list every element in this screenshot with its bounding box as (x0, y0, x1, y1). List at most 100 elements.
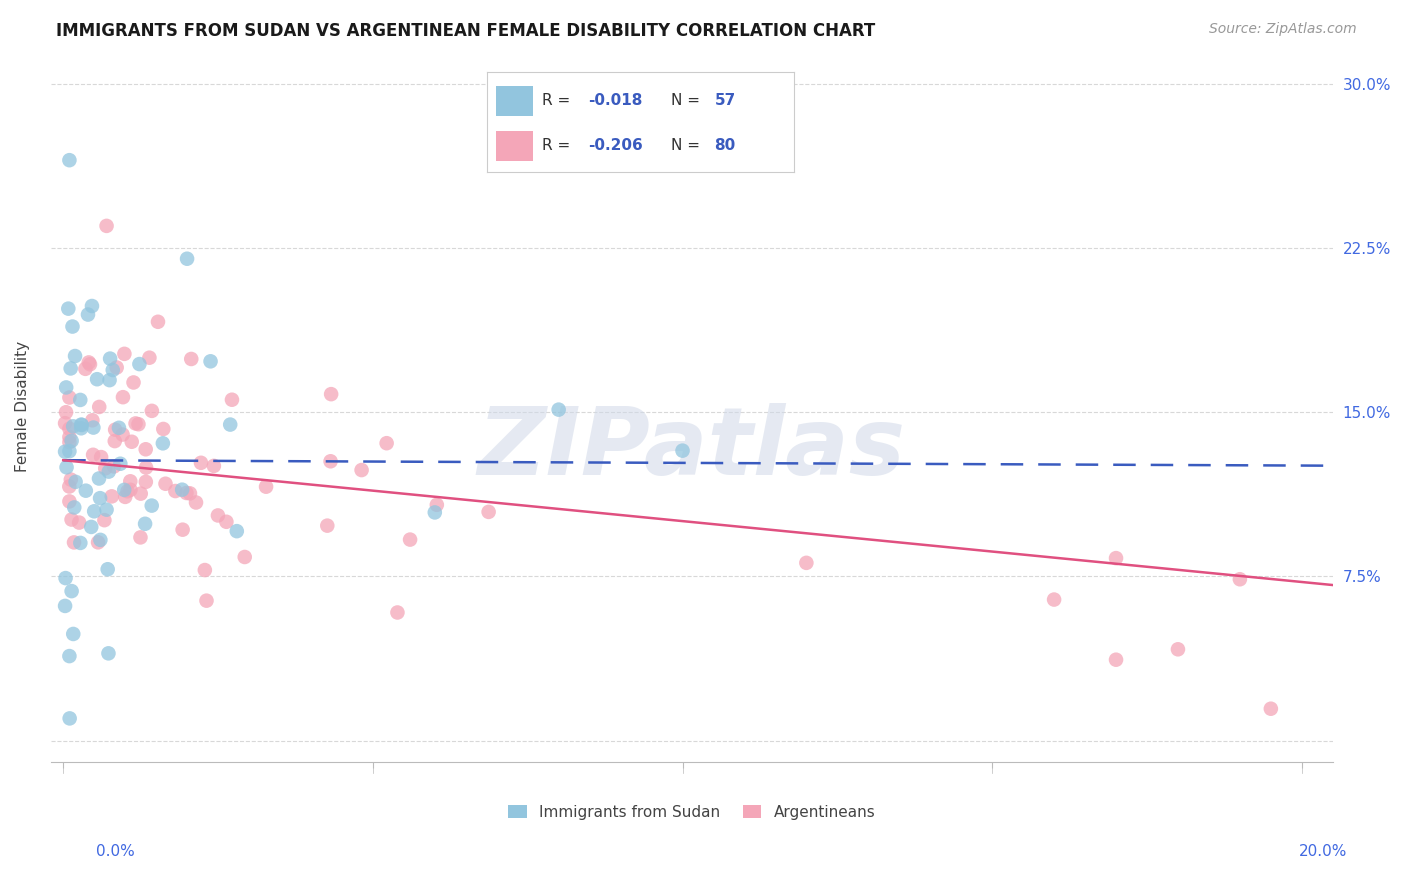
Point (69, 392, 91, 407)
Point (117, 484, 139, 499)
Point (124, 417, 146, 431)
Point (135, 475, 157, 489)
Point (96, 502, 118, 516)
Point (221, 392, 243, 407)
Point (1229, 572, 1251, 586)
Point (101, 363, 124, 377)
Point (55, 460, 77, 475)
Point (100, 489, 122, 503)
Point (103, 459, 125, 474)
Point (59, 361, 82, 376)
Point (128, 357, 150, 371)
Point (195, 593, 218, 607)
Point (138, 351, 160, 365)
Point (1167, 642, 1189, 657)
Point (426, 498, 449, 512)
Point (108, 421, 131, 435)
Point (207, 508, 229, 523)
Point (152, 422, 174, 436)
Point (96, 219, 118, 233)
Point (233, 549, 256, 564)
Point (172, 523, 194, 537)
Point (63, 500, 86, 515)
Point (94, 461, 117, 475)
Point (98, 351, 121, 366)
Point (53, 416, 76, 430)
Point (120, 475, 142, 489)
Point (547, 120, 569, 135)
Point (1043, 592, 1066, 607)
Point (80, 520, 103, 534)
Point (62, 419, 84, 434)
Y-axis label: Female Disability: Female Disability (15, 341, 30, 472)
Point (55, 380, 77, 394)
Point (55, 405, 77, 419)
Point (70, 417, 93, 432)
Point (172, 483, 194, 497)
Point (82, 448, 104, 462)
Point (190, 456, 212, 470)
Point (796, 556, 818, 570)
Point (350, 463, 373, 477)
Point (316, 518, 339, 533)
Point (547, 402, 569, 417)
Point (82, 420, 104, 434)
Point (77, 355, 100, 369)
Point (141, 404, 163, 418)
Point (121, 434, 143, 449)
Point (112, 347, 135, 361)
Point (179, 486, 201, 500)
Point (1105, 653, 1128, 667)
Point (89, 533, 111, 547)
Point (399, 533, 422, 547)
Point (53, 599, 76, 613)
Point (75, 361, 97, 376)
Point (111, 427, 134, 442)
Point (65, 475, 87, 489)
Point (321, 387, 343, 401)
Point (60, 512, 83, 526)
Point (478, 505, 501, 519)
Point (134, 516, 156, 531)
Point (89, 400, 111, 414)
Point (219, 417, 242, 432)
Point (89, 491, 111, 505)
Point (86, 372, 108, 386)
Point (114, 490, 136, 504)
Point (70, 421, 93, 435)
Point (82, 413, 104, 427)
Point (53, 444, 76, 458)
Point (129, 486, 152, 500)
Text: IMMIGRANTS FROM SUDAN VS ARGENTINEAN FEMALE DISABILITY CORRELATION CHART: IMMIGRANTS FROM SUDAN VS ARGENTINEAN FEM… (56, 22, 876, 40)
Point (387, 606, 409, 620)
Point (87, 535, 110, 549)
Point (55, 571, 77, 585)
Point (146, 315, 169, 329)
Text: ZIPatlas: ZIPatlas (478, 403, 905, 495)
Point (215, 515, 238, 529)
Point (67, 516, 90, 530)
Point (75, 483, 97, 498)
Point (58, 391, 80, 405)
Point (105, 360, 128, 375)
Point (319, 454, 342, 468)
Point (58, 301, 80, 316)
Point (59, 711, 82, 725)
Point (70, 417, 93, 432)
Point (375, 436, 398, 450)
Point (97, 465, 120, 479)
Point (671, 443, 693, 458)
Point (254, 480, 277, 494)
Point (129, 530, 152, 544)
Point (176, 252, 198, 266)
Point (122, 376, 145, 390)
Point (58, 430, 80, 444)
Point (63, 535, 86, 549)
Point (112, 483, 135, 497)
Point (111, 390, 134, 404)
Point (58, 479, 80, 493)
Point (155, 476, 177, 491)
Point (104, 434, 127, 448)
Point (79, 357, 101, 371)
Point (1260, 702, 1282, 716)
